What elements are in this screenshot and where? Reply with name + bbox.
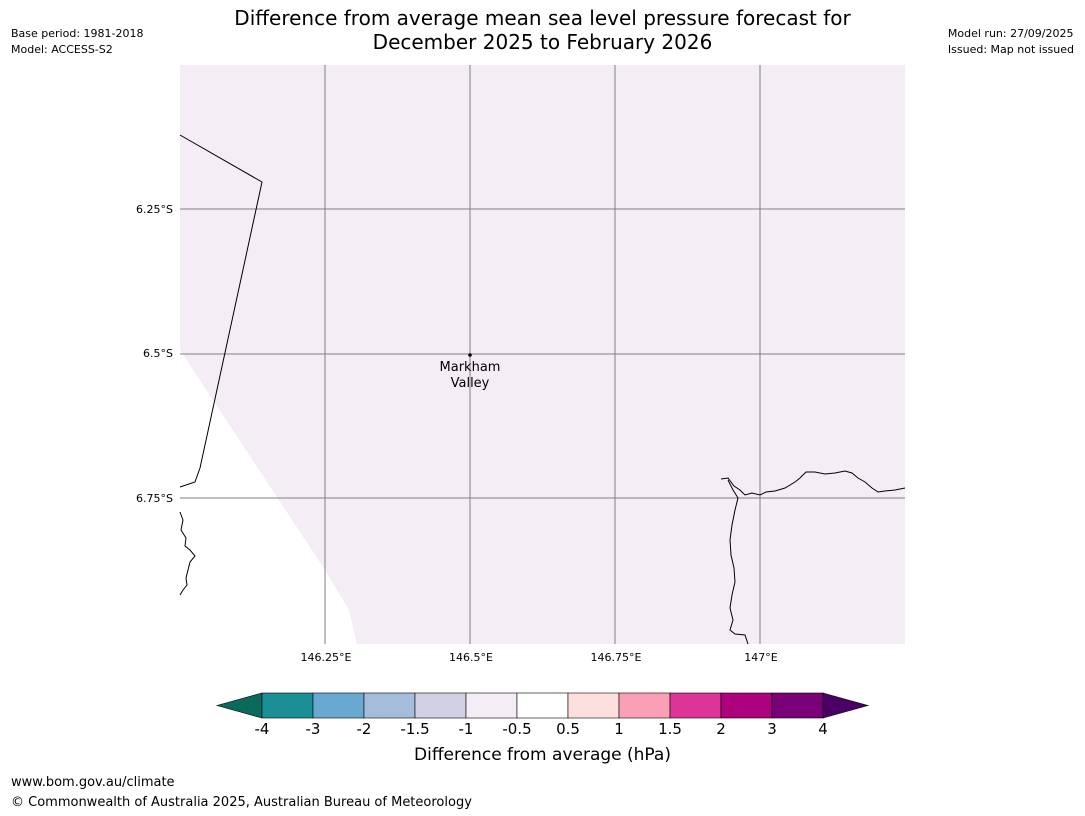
colorbar-tick-2: -2 (356, 720, 372, 738)
lat-label-6-75: 6.75°S (136, 492, 173, 505)
colorbar-tick-6: 0.5 (556, 720, 580, 738)
title-line-2: December 2025 to February 2026 (372, 30, 713, 54)
markham-valley-marker (468, 353, 472, 357)
colorbar-segment-8 (669, 692, 722, 719)
footer-copyright: © Commonwealth of Australia 2025, Austra… (11, 795, 472, 810)
colorbar-segment-4 (465, 692, 518, 719)
graticule (180, 65, 905, 644)
colorbar-segment-10 (771, 692, 824, 719)
colorbar-tick-7: 1 (614, 720, 624, 738)
lat-label-6-5: 6.5°S (143, 347, 173, 360)
coastlines (179, 134, 906, 645)
metadata-left: Base period: 1981-2018 Model: ACCESS-S2 (11, 26, 143, 58)
lon-label-147: 147°E (744, 651, 778, 664)
colorbar-tick-5: -0.5 (502, 720, 532, 738)
colorbar-tick-1: -3 (305, 720, 321, 738)
coast-west (179, 511, 196, 596)
colorbar-tick-8: 1.5 (658, 720, 682, 738)
colorbar-title: Difference from average (hPa) (414, 745, 671, 765)
colorbar-low-extend (215, 692, 263, 719)
markham-valley-label: Markham Valley (440, 360, 501, 392)
model-run: Model run: 27/09/2025 (947, 27, 1074, 40)
base-period: Base period: 1981-2018 (11, 27, 144, 40)
lon-label-146-5: 146.5°E (449, 651, 493, 664)
lon-label-146-75: 146.75°E (590, 651, 642, 664)
colorbar-high-extend (822, 692, 870, 719)
metadata-right: Model run: 27/09/2025 Issued: Map not is… (948, 26, 1074, 58)
colorbar-segment-6 (567, 692, 620, 719)
colorbar-tick-3: -1.5 (400, 720, 430, 738)
title-line-1: Difference from average mean sea level p… (234, 6, 851, 30)
colorbar-segment-5 (516, 692, 569, 719)
place-name-line-2: Valley (450, 376, 490, 391)
coast-east-river (727, 479, 749, 645)
colorbar-segment-1 (312, 692, 365, 719)
model-name: Model: ACCESS-S2 (11, 43, 113, 56)
colorbar-tick-11: 4 (818, 720, 828, 738)
colorbar-segment-0 (261, 692, 314, 719)
lon-label-146-25: 146.25°E (300, 651, 352, 664)
place-name-line-1: Markham (439, 360, 501, 375)
colorbar-segment-9 (720, 692, 773, 719)
map-title: Difference from average mean sea level p… (0, 6, 1085, 54)
colorbar (215, 692, 870, 719)
coast-east (720, 470, 906, 496)
colorbar-segment-2 (363, 692, 416, 719)
colorbar-tick-10: 3 (767, 720, 777, 738)
footer-url[interactable]: www.bom.gov.au/climate (11, 775, 175, 790)
lat-label-6-25: 6.25°S (136, 203, 173, 216)
border-line (179, 134, 263, 488)
issued-status: Issued: Map not issued (947, 43, 1074, 56)
colorbar-tick-9: 2 (716, 720, 726, 738)
colorbar-segment-7 (618, 692, 671, 719)
colorbar-tick-4: -1 (458, 720, 474, 738)
colorbar-tick-0: -4 (254, 720, 270, 738)
colorbar-segment-3 (414, 692, 467, 719)
